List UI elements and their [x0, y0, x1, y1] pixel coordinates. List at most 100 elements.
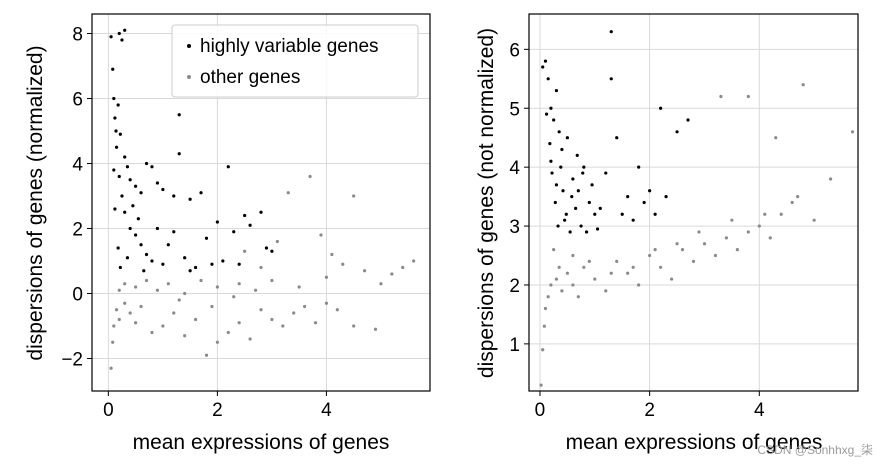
data-point: [112, 168, 116, 172]
x-tick-label: 4: [321, 400, 332, 421]
data-point: [270, 278, 274, 283]
data-point: [232, 230, 236, 234]
data-point: [183, 291, 187, 296]
data-point: [117, 31, 121, 36]
highly-variable-series: [541, 30, 690, 234]
data-point: [253, 288, 258, 292]
data-point: [576, 295, 580, 299]
data-point: [330, 252, 334, 257]
data-point: [796, 195, 800, 199]
data-point: [259, 265, 263, 270]
other-genes-series: [539, 83, 855, 387]
data-point: [653, 212, 657, 216]
data-point: [128, 178, 132, 182]
legend-label-highly-variable: highly variable genes: [200, 36, 379, 57]
data-point: [556, 224, 560, 228]
data-point: [609, 77, 613, 81]
data-point: [118, 132, 122, 136]
data-point: [139, 304, 143, 309]
right-plot-frame: [528, 13, 859, 392]
data-point: [675, 130, 679, 134]
data-point: [281, 324, 285, 328]
y-tick-label: 6: [72, 90, 83, 111]
data-point: [362, 269, 367, 273]
data-point: [593, 277, 597, 281]
data-point: [172, 194, 176, 198]
data-point: [609, 30, 613, 34]
data-point: [117, 317, 121, 322]
data-point: [412, 259, 416, 263]
data-point: [542, 324, 546, 328]
data-point: [544, 112, 549, 116]
data-point: [609, 271, 613, 275]
data-point: [188, 269, 192, 273]
legend: highly variable genes other genes: [171, 24, 419, 98]
data-point: [204, 236, 209, 240]
data-point: [352, 194, 356, 198]
data-point: [172, 311, 176, 315]
data-point: [557, 130, 561, 134]
data-point: [123, 210, 127, 214]
y-tick-label: 5: [509, 99, 520, 120]
data-point: [543, 306, 548, 311]
data-point: [576, 189, 580, 193]
data-point: [144, 278, 149, 283]
data-point: [648, 189, 652, 193]
data-point: [702, 242, 707, 246]
data-point: [757, 224, 761, 228]
data-point: [117, 288, 121, 292]
data-point: [541, 348, 545, 352]
data-point: [221, 259, 225, 263]
data-point: [292, 311, 296, 315]
data-point: [631, 218, 635, 222]
data-point: [324, 301, 329, 305]
data-point: [116, 246, 120, 250]
data-point: [584, 230, 589, 234]
data-point: [664, 195, 668, 199]
data-point: [686, 118, 690, 122]
data-point: [114, 145, 119, 149]
data-point: [553, 200, 557, 205]
data-point: [571, 253, 575, 258]
right-x-axis-label: mean expressions of genes: [566, 431, 823, 454]
data-point: [150, 165, 154, 169]
data-point: [226, 330, 230, 335]
y-tick-label: 1: [509, 335, 520, 356]
data-point: [199, 278, 203, 283]
data-point: [166, 282, 170, 286]
data-point: [620, 212, 624, 216]
data-point: [259, 210, 263, 214]
x-tick-label: 0: [103, 400, 114, 421]
data-point: [543, 59, 548, 63]
data-point: [697, 230, 701, 234]
y-tick-label: 4: [72, 155, 83, 176]
data-point: [243, 249, 247, 253]
legend-marker-highly-variable: [187, 44, 191, 48]
data-point: [571, 283, 575, 287]
data-point: [541, 65, 545, 69]
data-point: [559, 165, 563, 169]
data-point: [142, 269, 146, 273]
data-point: [210, 304, 214, 309]
data-point: [598, 206, 602, 210]
data-point: [319, 233, 323, 237]
data-point: [546, 295, 550, 299]
data-point: [659, 265, 663, 269]
data-point: [615, 259, 619, 264]
data-point: [552, 248, 556, 252]
data-point: [161, 187, 165, 192]
data-point: [313, 321, 318, 325]
data-point: [199, 191, 203, 195]
data-point: [116, 103, 120, 107]
data-point: [113, 207, 117, 211]
data-point: [120, 194, 124, 198]
left-scatter-points: [109, 28, 416, 370]
watermark: CSDN @Sonhhxg_柒: [757, 443, 873, 457]
data-point: [144, 161, 149, 166]
data-point: [123, 28, 127, 32]
data-point: [587, 200, 591, 205]
y-tick-label: 0: [72, 285, 83, 306]
left-y-axis-label: dispersions of genes (normalized): [24, 45, 47, 360]
data-point: [561, 189, 565, 193]
